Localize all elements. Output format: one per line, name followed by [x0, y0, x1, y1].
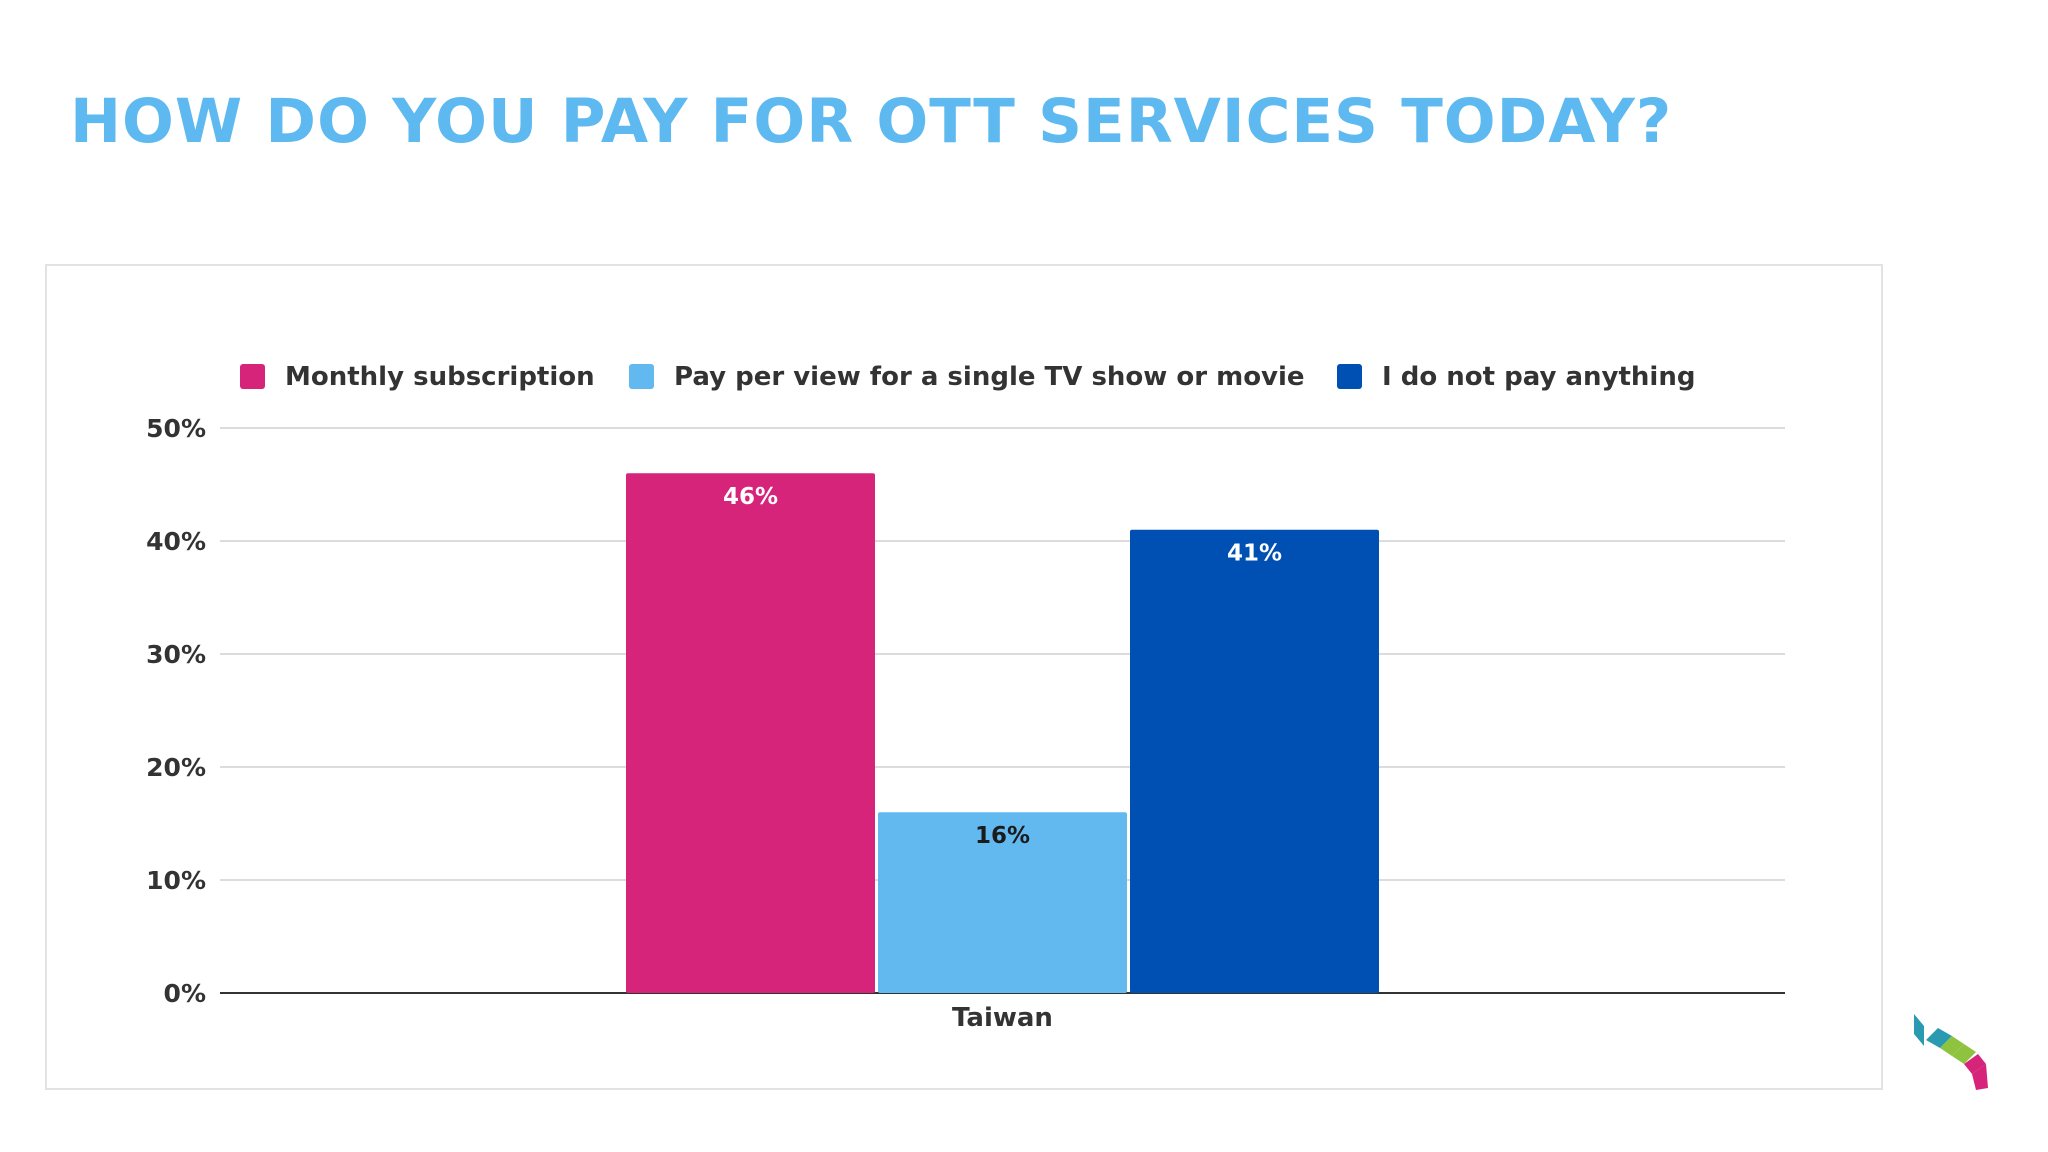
y-tick-label: 0%	[164, 979, 206, 1008]
bar-2	[878, 812, 1127, 993]
slide-title: HOW DO YOU PAY FOR OTT SERVICES TODAY?	[70, 86, 1673, 157]
y-tick-label: 20%	[146, 753, 206, 782]
legend-swatch	[240, 364, 265, 389]
legend-swatch	[1337, 364, 1362, 389]
x-axis-categories: Taiwan	[952, 1003, 1053, 1033]
y-tick-label: 50%	[146, 414, 206, 443]
legend-label: Monthly subscription	[285, 362, 595, 392]
chart-frame: 0% 10% 20% 30% 40% 50% 46% 16% 41% Monthly subs…	[45, 264, 1883, 1090]
legend-label: Pay per view for a single TV show or mov…	[674, 362, 1305, 392]
legend-swatch	[629, 364, 654, 389]
bar-1	[626, 473, 875, 993]
data-labels: 46% 16% 41%	[723, 484, 1282, 849]
category-label: Taiwan	[952, 1003, 1053, 1033]
legend-label: I do not pay anything	[1382, 362, 1695, 392]
legend: Monthly subscription Pay per view for a s…	[240, 362, 1695, 392]
data-label: 16%	[975, 823, 1030, 849]
y-axis-ticks: 0% 10% 20% 30% 40% 50%	[146, 414, 206, 1008]
brand-cube-logo-icon	[1914, 1014, 1988, 1090]
y-tick-label: 30%	[146, 640, 206, 669]
bar-3	[1130, 529, 1379, 993]
data-label: 41%	[1227, 541, 1282, 567]
y-tick-label: 10%	[146, 866, 206, 895]
data-label: 46%	[723, 484, 778, 510]
bar-chart: 0% 10% 20% 30% 40% 50% 46% 16% 41% Monthly subs…	[146, 362, 1785, 1033]
gridlines	[220, 427, 1785, 994]
y-tick-label: 40%	[146, 527, 206, 556]
bars	[626, 473, 1379, 993]
